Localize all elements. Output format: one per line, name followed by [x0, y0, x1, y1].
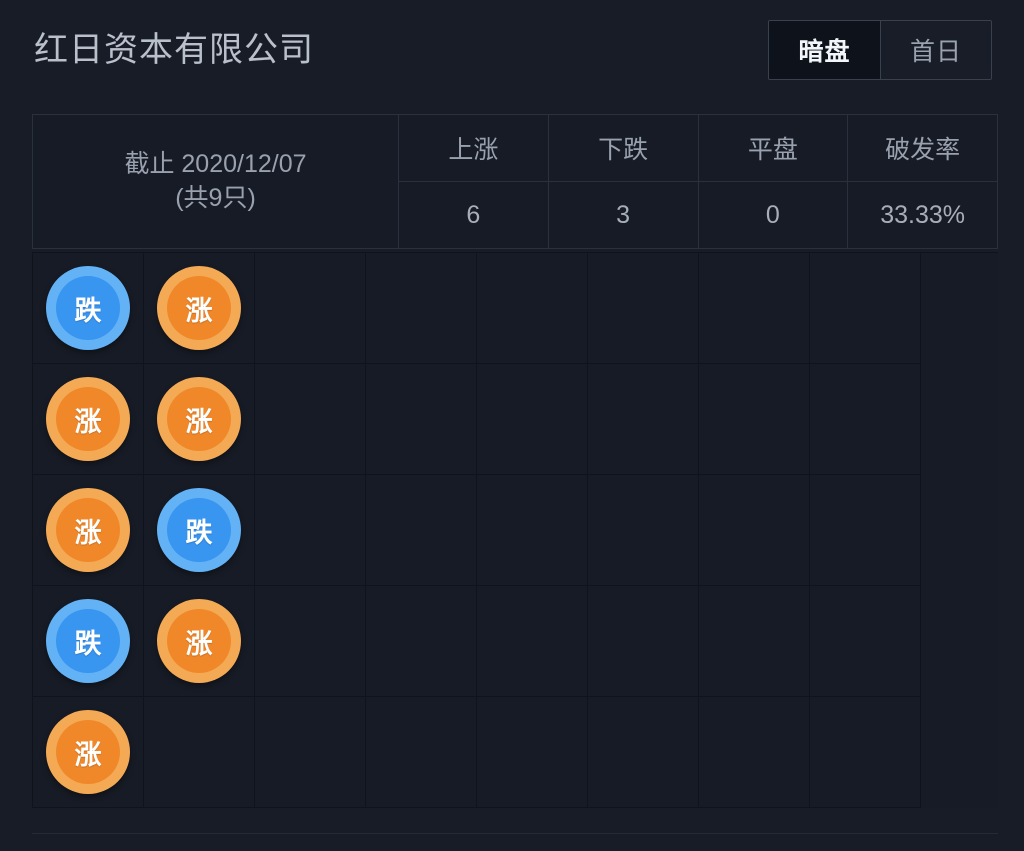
- ipo-result-grid: 跌涨涨涨涨跌跌涨涨: [32, 252, 998, 808]
- grid-cell: [255, 475, 366, 586]
- stat-header-up: 上涨: [399, 115, 548, 182]
- grid-cell: [366, 586, 477, 697]
- coin-label: 涨: [167, 387, 231, 451]
- coin-up-icon[interactable]: 涨: [46, 377, 130, 461]
- stat-column-up: 上涨 6: [399, 115, 548, 248]
- page-header: 红日资本有限公司 暗盘 首日: [0, 0, 1024, 100]
- grid-cell: [699, 364, 810, 475]
- grid-cell: [144, 697, 255, 808]
- grid-cell: [699, 586, 810, 697]
- grid-cell: [477, 586, 588, 697]
- coin-up-icon[interactable]: 涨: [157, 599, 241, 683]
- grid-cell: [810, 586, 921, 697]
- tab-dark-pool[interactable]: 暗盘: [769, 21, 880, 79]
- page-title: 红日资本有限公司: [34, 31, 314, 69]
- grid-cell: [366, 697, 477, 808]
- coin-up-icon[interactable]: 涨: [157, 377, 241, 461]
- coin-label: 跌: [56, 609, 120, 673]
- grid-cell: [699, 697, 810, 808]
- coin-label: 跌: [56, 276, 120, 340]
- market-phase-tab-group: 暗盘 首日: [768, 20, 992, 80]
- grid-cell: [699, 253, 810, 364]
- grid-cell: [366, 475, 477, 586]
- grid-cell: [588, 253, 699, 364]
- grid-cell-filled[interactable]: 跌: [33, 253, 144, 364]
- summary-stats-table: 截止 2020/12/07 (共9只) 上涨 6 下跌 3 平盘 0 破发率 3…: [32, 114, 998, 249]
- grid-cell: [366, 253, 477, 364]
- stat-value-down: 3: [616, 200, 631, 229]
- grid-cell: [588, 586, 699, 697]
- grid-cell-filled[interactable]: 跌: [144, 475, 255, 586]
- stats-columns: 上涨 6 下跌 3 平盘 0 破发率 33.33%: [399, 115, 997, 248]
- coin-down-icon[interactable]: 跌: [157, 488, 241, 572]
- grid-cell: [810, 253, 921, 364]
- grid-cell: [588, 475, 699, 586]
- coin-down-icon[interactable]: 跌: [46, 266, 130, 350]
- grid-cell-filled[interactable]: 涨: [144, 364, 255, 475]
- coin-label: 涨: [167, 276, 231, 340]
- coin-label: 跌: [167, 498, 231, 562]
- grid-cell: [477, 697, 588, 808]
- grid-cell: [699, 475, 810, 586]
- cutoff-count: (共9只): [175, 183, 256, 212]
- grid-cell: [255, 364, 366, 475]
- grid-cell: [477, 364, 588, 475]
- coin-up-icon[interactable]: 涨: [157, 266, 241, 350]
- grid-cell: [810, 697, 921, 808]
- bottom-divider: [32, 833, 998, 834]
- grid-cell-filled[interactable]: 涨: [144, 586, 255, 697]
- grid-cell: [477, 475, 588, 586]
- grid-cell-filled[interactable]: 跌: [33, 586, 144, 697]
- coin-label: 涨: [56, 720, 120, 784]
- stat-header-break-rate: 破发率: [848, 115, 997, 182]
- stat-header-down: 下跌: [548, 115, 698, 182]
- grid-cell: [255, 697, 366, 808]
- coin-up-icon[interactable]: 涨: [46, 710, 130, 794]
- grid-cell-filled[interactable]: 涨: [33, 364, 144, 475]
- cutoff-cell: 截止 2020/12/07 (共9只): [33, 115, 399, 248]
- tab-first-day[interactable]: 首日: [880, 21, 991, 79]
- grid-cell: [810, 364, 921, 475]
- grid-cell: [588, 697, 699, 808]
- grid-cell: [810, 475, 921, 586]
- cutoff-date: 截止 2020/12/07: [124, 149, 307, 178]
- grid-cell: [255, 253, 366, 364]
- grid-cell-filled[interactable]: 涨: [33, 697, 144, 808]
- stat-value-up: 6: [466, 200, 481, 229]
- grid-cell: [477, 253, 588, 364]
- grid-cell: [366, 364, 477, 475]
- coin-label: 涨: [167, 609, 231, 673]
- stat-column-down: 下跌 3: [547, 115, 698, 248]
- stat-value-flat: 0: [765, 200, 780, 229]
- stat-column-break-rate: 破发率 33.33%: [847, 115, 997, 248]
- stat-value-break-rate: 33.33%: [880, 200, 966, 229]
- grid-cell: [255, 586, 366, 697]
- coin-label: 涨: [56, 498, 120, 562]
- coin-label: 涨: [56, 387, 120, 451]
- grid-cell-filled[interactable]: 涨: [144, 253, 255, 364]
- stat-header-flat: 平盘: [698, 115, 848, 182]
- coin-down-icon[interactable]: 跌: [46, 599, 130, 683]
- grid-cell-filled[interactable]: 涨: [33, 475, 144, 586]
- grid-cell: [588, 364, 699, 475]
- stat-column-flat: 平盘 0: [697, 115, 848, 248]
- coin-up-icon[interactable]: 涨: [46, 488, 130, 572]
